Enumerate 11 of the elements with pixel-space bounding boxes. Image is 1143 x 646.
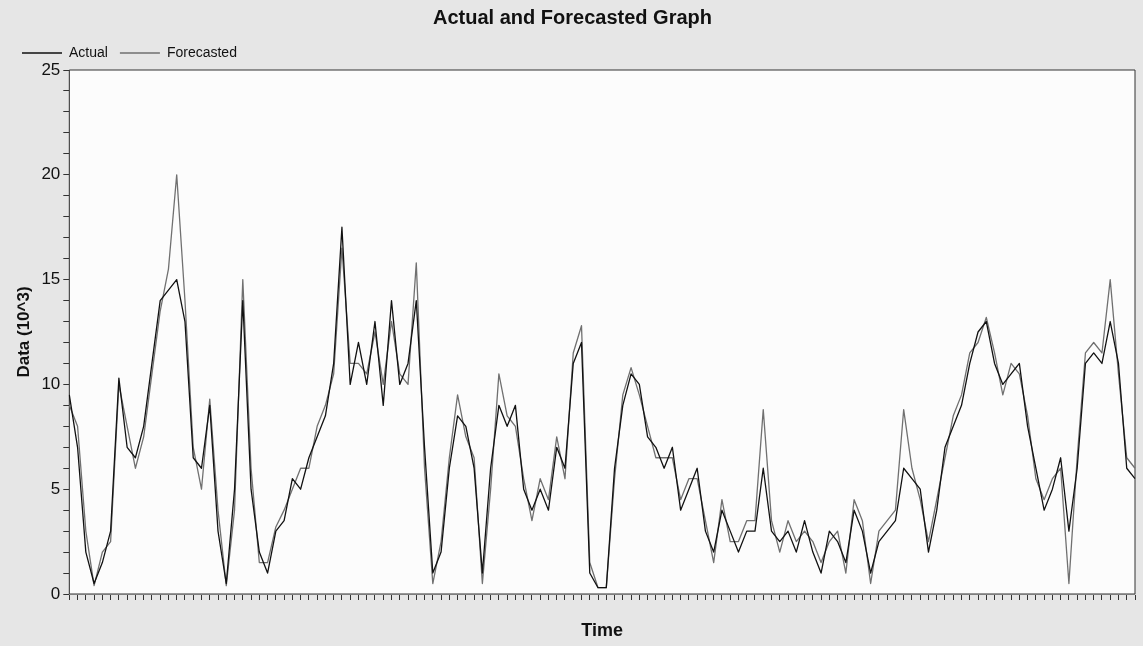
y-tick-label: 15 (41, 269, 61, 289)
legend-label: Actual (69, 43, 108, 60)
y-tick-label: 20 (41, 164, 61, 184)
y-tick-label: 0 (50, 583, 61, 603)
y-tick-label: 5 (50, 478, 61, 498)
y-axis-title: Data (10^3) (13, 286, 33, 378)
chart-title: Actual and Forecasted Graph (433, 5, 712, 28)
y-tick-label: 25 (41, 59, 61, 79)
x-axis-title: Time (581, 620, 623, 641)
legend-label: Forecasted (166, 43, 237, 60)
y-tick-label: 10 (41, 374, 61, 394)
